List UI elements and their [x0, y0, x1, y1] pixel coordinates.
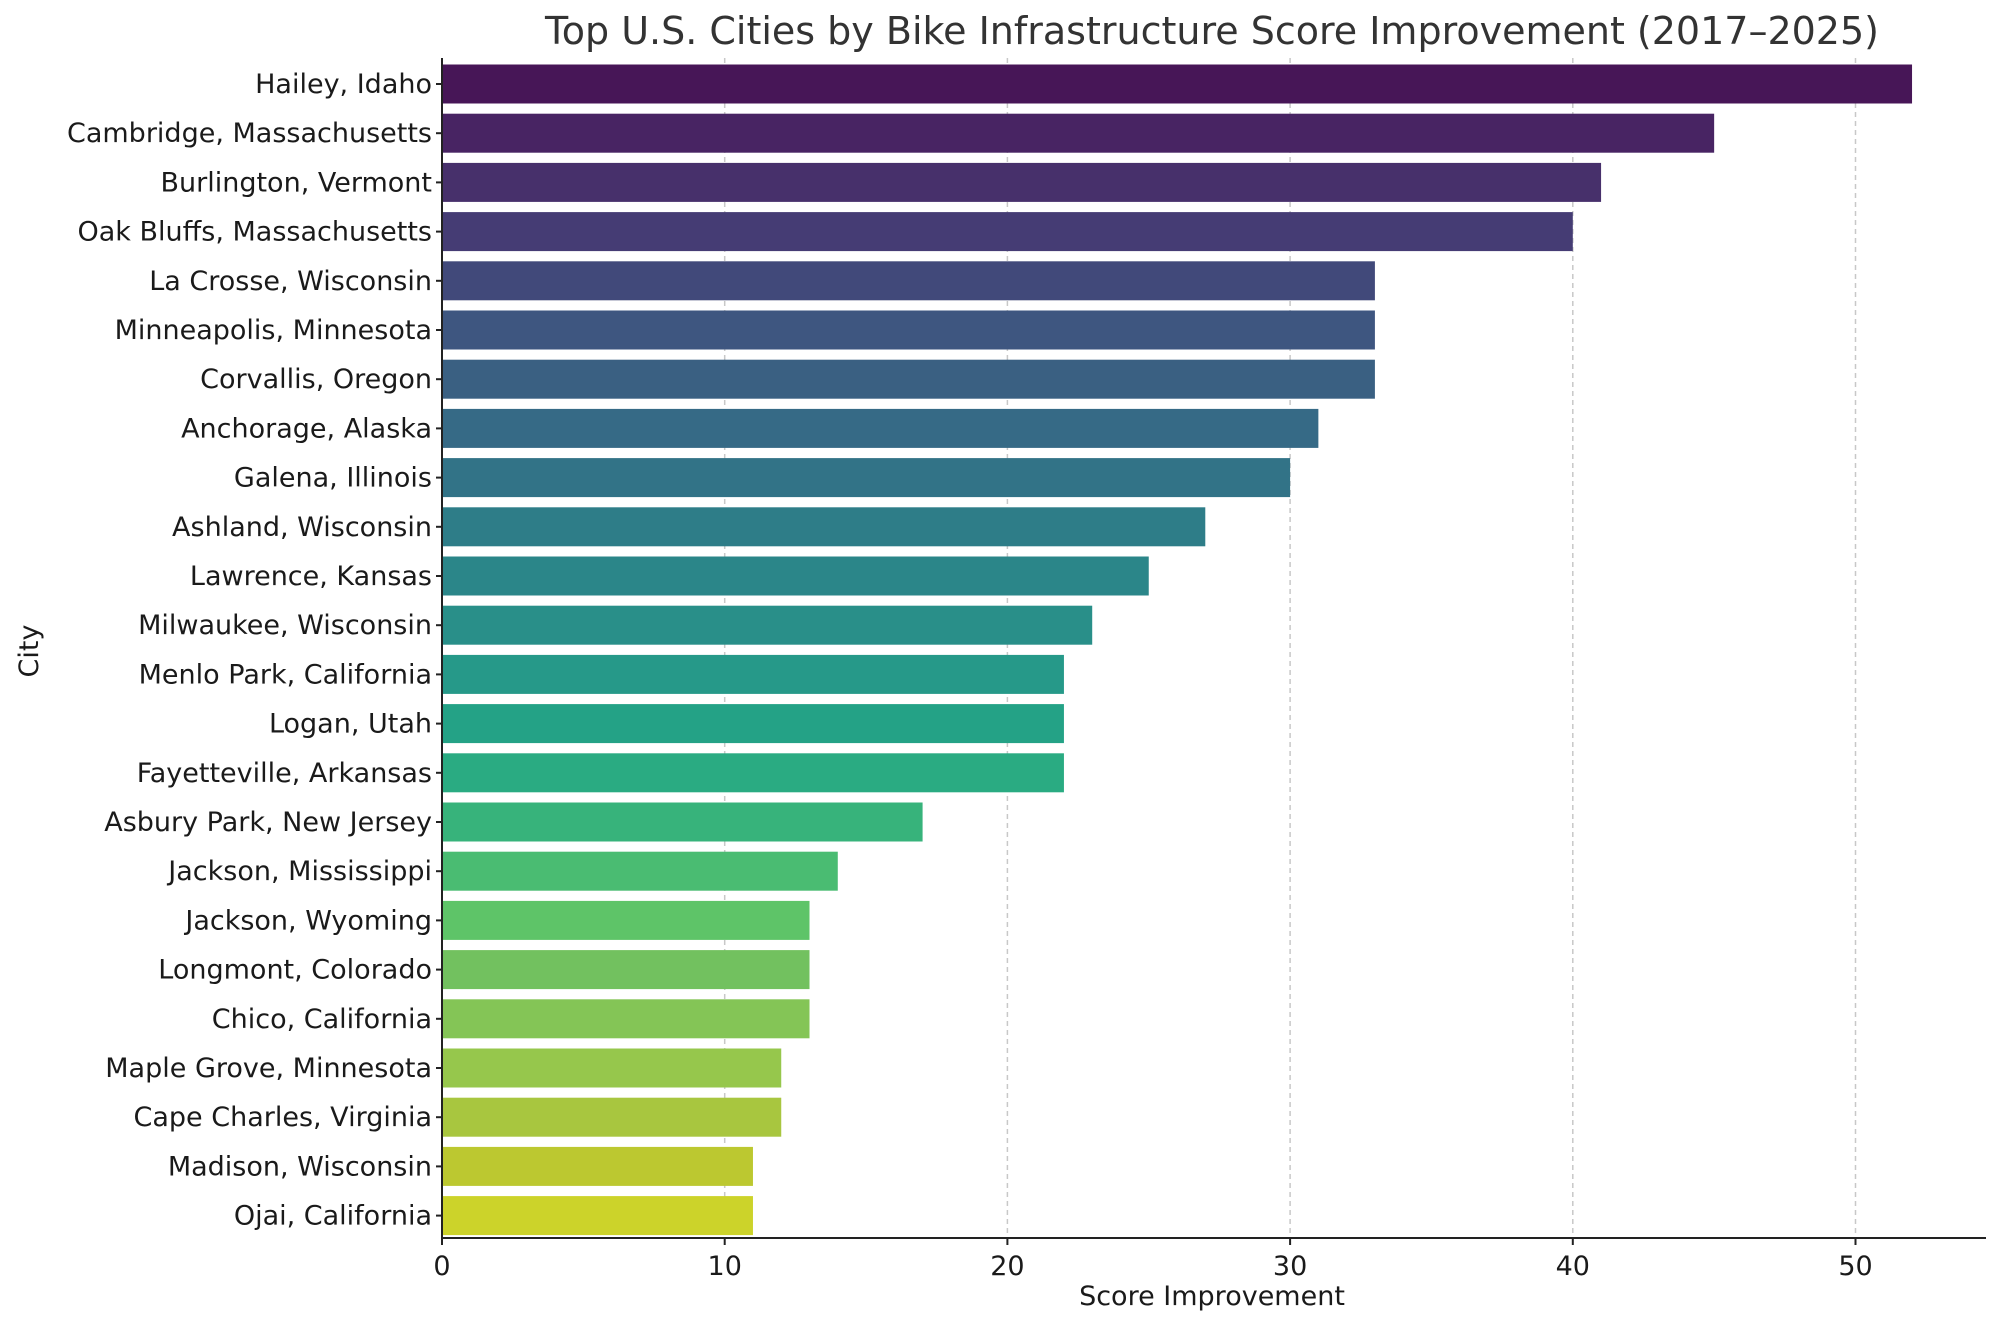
bar-20 [443, 1048, 782, 1088]
bar-10 [443, 556, 1149, 596]
x-tick-label-1: 10 [708, 1251, 742, 1282]
bar-15 [443, 802, 923, 842]
bar-9 [443, 507, 1206, 547]
bar-8 [443, 458, 1291, 498]
category-label-2: Burlington, Vermont [160, 167, 432, 198]
axes [436, 58, 1986, 1245]
category-label-0: Hailey, Idaho [255, 69, 432, 100]
bar-4 [443, 261, 1375, 301]
category-label-8: Galena, Illinois [234, 463, 432, 494]
category-label-9: Ashland, Wisconsin [172, 512, 432, 543]
y-axis-label: City [14, 625, 45, 678]
bar-19 [443, 999, 810, 1039]
category-label-14: Fayetteville, Arkansas [137, 758, 432, 789]
category-label-4: La Crosse, Wisconsin [149, 266, 432, 297]
category-label-13: Logan, Utah [269, 709, 432, 740]
category-label-20: Maple Grove, Minnesota [105, 1053, 432, 1084]
bar-16 [443, 851, 838, 891]
x-tick-label-5: 50 [1838, 1251, 1872, 1282]
bar-2 [443, 162, 1602, 202]
bar-11 [443, 605, 1093, 645]
x-tick-label-3: 30 [1273, 1251, 1307, 1282]
category-label-11: Milwaukee, Wisconsin [138, 610, 432, 641]
bar-17 [443, 900, 810, 940]
bar-3 [443, 212, 1573, 252]
bar-22 [443, 1146, 753, 1186]
x-tick-labels: 0 10 20 30 40 50 [433, 1251, 1872, 1282]
category-label-17: Jackson, Wyoming [183, 905, 432, 936]
category-label-15: Asbury Park, New Jersey [104, 807, 432, 838]
bar-7 [443, 408, 1319, 448]
bar-5 [443, 310, 1375, 350]
chart-title: Top U.S. Cities by Bike Infrastructure S… [544, 9, 1879, 53]
category-label-7: Anchorage, Alaska [181, 413, 432, 444]
category-labels: Hailey, Idaho Cambridge, Massachusetts Bur… [67, 69, 432, 1232]
category-label-16: Jackson, Mississippi [166, 856, 432, 887]
category-label-19: Chico, California [212, 1004, 432, 1035]
grid-lines [723, 58, 1857, 1238]
bar-0 [443, 64, 1913, 104]
bar-12 [443, 654, 1064, 694]
bars [443, 64, 1913, 1236]
category-label-10: Lawrence, Kansas [190, 561, 432, 592]
bar-21 [443, 1097, 782, 1137]
category-label-12: Menlo Park, California [139, 659, 432, 690]
x-tick-label-4: 40 [1556, 1251, 1590, 1282]
category-label-3: Oak Bluffs, Massachusetts [78, 217, 433, 248]
bar-13 [443, 704, 1064, 744]
category-label-18: Longmont, Colorado [158, 955, 432, 986]
bar-23 [443, 1196, 753, 1236]
category-label-6: Corvallis, Oregon [200, 364, 432, 395]
category-label-21: Cape Charles, Virginia [134, 1102, 433, 1133]
bar-14 [443, 753, 1064, 793]
bar-6 [443, 359, 1375, 399]
x-tick-label-0: 0 [433, 1251, 450, 1282]
x-axis-label: Score Improvement [1079, 1281, 1345, 1312]
category-label-1: Cambridge, Massachusetts [67, 118, 432, 149]
category-label-23: Ojai, California [234, 1201, 432, 1232]
category-label-5: Minneapolis, Minnesota [115, 315, 432, 346]
category-label-22: Madison, Wisconsin [168, 1151, 432, 1182]
bar-18 [443, 950, 810, 990]
x-tick-label-2: 20 [990, 1251, 1024, 1282]
bar-1 [443, 113, 1715, 153]
